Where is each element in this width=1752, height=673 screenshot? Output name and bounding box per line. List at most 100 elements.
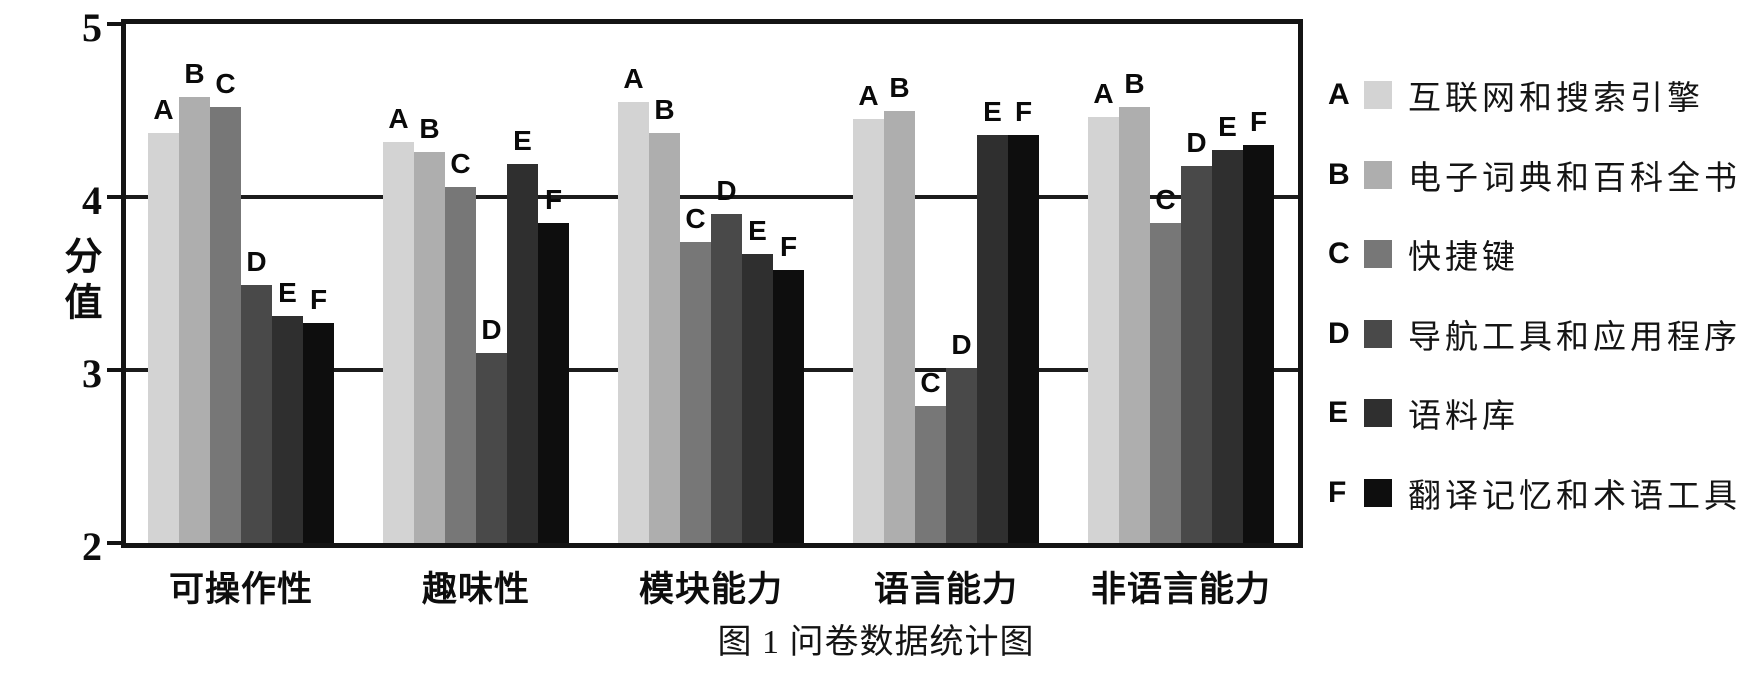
bar-C-语言能力 [915, 406, 946, 543]
bar-letter-label: F [1249, 106, 1268, 138]
bar-B-非语言能力 [1119, 107, 1150, 543]
bar-letter-label: E [278, 277, 297, 309]
bar-B-趣味性 [414, 152, 445, 543]
bar-D-语言能力 [946, 368, 977, 543]
bar-letter-label: F [309, 284, 328, 316]
bar-letter-label: E [983, 95, 1002, 127]
legend-key: B [1328, 158, 1350, 191]
bar-letter-label: D [246, 246, 267, 278]
legend-label: 导航工具和应用程序 [1408, 318, 1741, 355]
x-category-label-非语言能力: 非语言能力 [1090, 570, 1271, 609]
bar-A-趣味性 [383, 141, 414, 543]
bar-letter-label: D [951, 329, 972, 361]
bar-D-模块能力 [711, 214, 742, 543]
x-category-label-语言能力: 语言能力 [873, 570, 1018, 609]
legend-label: 互联网和搜索引擎 [1408, 79, 1704, 116]
bar-letter-label: F [544, 183, 563, 215]
bar-C-非语言能力 [1150, 222, 1181, 543]
bar-B-可操作性 [179, 96, 210, 543]
legend-key: C [1328, 237, 1350, 270]
bar-letter-label: A [858, 80, 879, 112]
bar-letter-label: B [654, 93, 675, 125]
legend-label: 语料库 [1408, 397, 1519, 434]
bar-C-可操作性 [210, 107, 241, 543]
bar-D-可操作性 [241, 285, 272, 543]
bar-A-模块能力 [618, 101, 649, 543]
bar-A-非语言能力 [1088, 117, 1119, 543]
y-tick-4 [107, 195, 123, 199]
bar-D-趣味性 [476, 352, 507, 543]
legend-swatch [1364, 479, 1392, 507]
bar-A-可操作性 [148, 133, 179, 543]
legend-item-E: E 语料库 [1328, 389, 1519, 437]
y-tick-3 [107, 368, 123, 372]
bar-E-模块能力 [742, 254, 773, 543]
y-tick-label-2: 2 [82, 524, 102, 569]
bar-letter-label: B [889, 71, 910, 103]
legend-label: 快捷键 [1408, 238, 1519, 275]
legend-label: 翻译记忆和术语工具 [1408, 477, 1741, 514]
bar-E-非语言能力 [1212, 150, 1243, 543]
legend-swatch [1364, 81, 1392, 109]
bar-letter-label: C [450, 147, 471, 179]
bar-F-趣味性 [538, 222, 569, 543]
bar-F-语言能力 [1008, 134, 1039, 543]
bar-F-非语言能力 [1243, 145, 1274, 543]
bar-letter-label: C [685, 202, 706, 234]
legend-item-C: C 快捷键 [1328, 230, 1519, 278]
bar-letter-label: B [1124, 68, 1145, 100]
bar-F-可操作性 [303, 323, 334, 543]
legend-item-A: A 互联网和搜索引擎 [1328, 71, 1704, 119]
y-tick-label-4: 4 [82, 178, 102, 223]
legend-key: A [1328, 78, 1350, 111]
bar-letter-label: A [153, 93, 174, 125]
x-category-label-模块能力: 模块能力 [638, 570, 783, 609]
bar-letter-label: B [184, 57, 205, 89]
bar-letter-label: E [748, 215, 767, 247]
bar-letter-label: C [215, 68, 236, 100]
bar-A-语言能力 [853, 119, 884, 543]
bar-letter-label: A [1093, 78, 1114, 110]
bar-letter-label: A [388, 102, 409, 134]
y-tick-5 [107, 22, 123, 26]
x-category-label-趣味性: 趣味性 [421, 570, 530, 609]
bar-letter-label: D [716, 175, 737, 207]
legend-swatch [1364, 320, 1392, 348]
bar-letter-label: E [513, 125, 532, 157]
bar-letter-label: D [1186, 126, 1207, 158]
bar-E-趣味性 [507, 164, 538, 543]
bar-B-语言能力 [884, 110, 915, 543]
legend-label: 电子词典和百科全书 [1408, 159, 1741, 196]
gridline-y4 [126, 195, 1298, 199]
legend-item-D: D 导航工具和应用程序 [1328, 310, 1741, 358]
bar-letter-label: C [920, 367, 941, 399]
legend-key: F [1328, 476, 1347, 509]
legend-key: E [1328, 396, 1349, 429]
legend-swatch [1364, 161, 1392, 189]
bar-letter-label: F [779, 230, 798, 262]
legend-item-B: B 电子词典和百科全书 [1328, 151, 1741, 199]
bar-letter-label: F [1014, 95, 1033, 127]
legend-item-F: F 翻译记忆和术语工具 [1328, 469, 1741, 517]
y-tick-label-5: 5 [82, 5, 102, 50]
bar-F-模块能力 [773, 269, 804, 543]
legend-swatch [1364, 240, 1392, 268]
bar-letter-label: C [1155, 183, 1176, 215]
x-category-label-可操作性: 可操作性 [168, 570, 313, 609]
y-tick-2 [107, 541, 123, 545]
bar-C-模块能力 [680, 241, 711, 543]
bar-B-模块能力 [649, 133, 680, 543]
bar-C-趣味性 [445, 186, 476, 543]
bar-E-可操作性 [272, 316, 303, 543]
bar-letter-label: B [419, 113, 440, 145]
bar-letter-label: E [1218, 111, 1237, 143]
figure-caption: 图 1 问卷数据统计图 [717, 624, 1035, 661]
y-tick-label-3: 3 [82, 351, 102, 396]
bar-letter-label: A [623, 62, 644, 94]
legend-swatch [1364, 399, 1392, 427]
bar-letter-label: D [481, 313, 502, 345]
bar-E-语言能力 [977, 134, 1008, 543]
bar-D-非语言能力 [1181, 165, 1212, 543]
